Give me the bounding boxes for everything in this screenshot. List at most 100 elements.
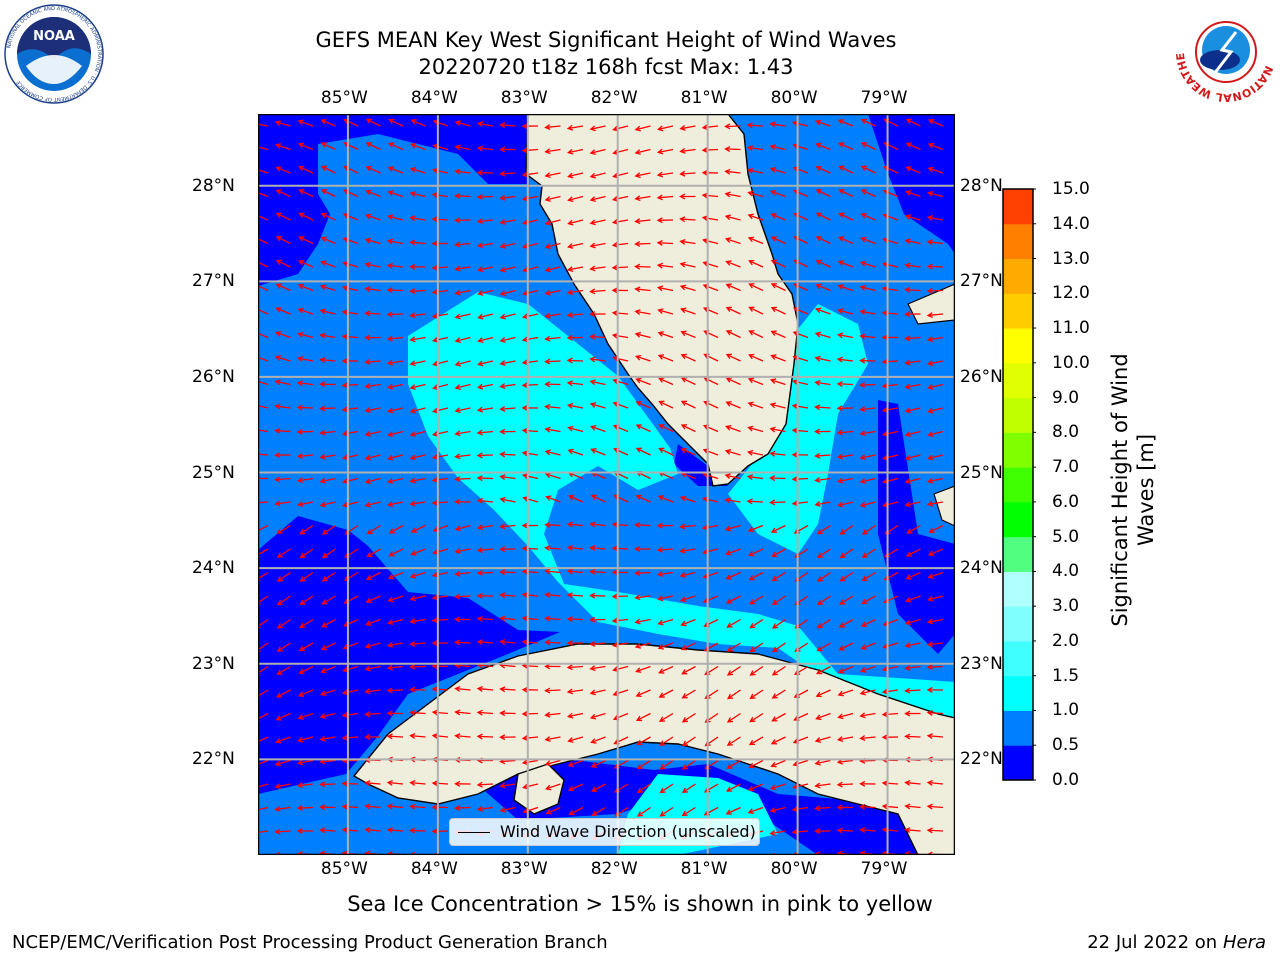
direction-arrowhead	[342, 285, 349, 292]
direction-arrowhead	[522, 219, 529, 226]
direction-arrow	[928, 192, 944, 198]
direction-arrow	[343, 454, 359, 459]
direction-arrow	[568, 427, 584, 433]
direction-arrow	[726, 307, 741, 315]
direction-arrow	[277, 665, 291, 675]
direction-arrowhead	[680, 424, 687, 430]
direction-arrow	[771, 330, 786, 339]
direction-arrow	[770, 477, 786, 480]
direction-arrow	[568, 404, 584, 409]
direction-arrowhead	[634, 149, 641, 155]
direction-arrow	[455, 595, 471, 598]
direction-arrowhead	[432, 430, 439, 437]
direction-arrowhead	[658, 716, 666, 722]
direction-arrowhead	[566, 124, 574, 131]
direction-arrowhead	[589, 665, 596, 672]
direction-arrow	[299, 189, 314, 198]
direction-arrow	[613, 618, 629, 622]
direction-arrowhead	[634, 286, 641, 293]
direction-arrowhead	[364, 711, 371, 718]
direction-arrowhead	[320, 189, 328, 195]
direction-arrowhead	[748, 306, 755, 312]
direction-arrow	[545, 336, 561, 340]
direction-arrow	[433, 454, 449, 459]
direction-arrowhead	[634, 218, 641, 225]
direction-arrowhead	[611, 569, 618, 576]
lon-tick-label-bottom: 82°W	[590, 859, 638, 879]
direction-arrowhead	[544, 403, 551, 410]
direction-arrow	[905, 665, 921, 670]
direction-arrowhead	[319, 713, 326, 719]
direction-arrow	[838, 759, 854, 763]
direction-arrow	[477, 454, 494, 457]
direction-arrowhead	[454, 570, 461, 577]
direction-arrowhead	[409, 454, 416, 461]
direction-arrow	[704, 330, 719, 339]
direction-arrowhead	[770, 259, 777, 265]
direction-arrow	[545, 689, 561, 692]
chart-title: GEFS MEAN Key West Significant Height of…	[315, 28, 897, 52]
direction-arrowhead	[612, 355, 619, 362]
direction-arrowhead	[454, 265, 461, 272]
direction-arrow	[770, 123, 786, 127]
direction-arrow	[365, 454, 381, 460]
direction-arrow	[545, 759, 561, 765]
direction-arrowhead	[275, 331, 282, 337]
colorbar-tick-label: 8.0	[1052, 422, 1080, 443]
direction-arrowhead	[365, 189, 372, 196]
direction-arrow	[928, 618, 944, 623]
direction-arrowhead	[838, 622, 845, 628]
direction-arrow	[839, 165, 854, 174]
direction-arrow	[433, 360, 449, 366]
direction-arrow	[277, 571, 291, 582]
direction-arrowhead	[299, 576, 306, 582]
direction-arrow	[277, 524, 291, 534]
direction-arrowhead	[701, 215, 709, 222]
direction-arrowhead	[657, 595, 664, 602]
direction-arrow	[433, 383, 449, 389]
colorbar-tick-label: 0.0	[1052, 770, 1080, 790]
direction-arrow	[410, 642, 426, 645]
direction-arrowhead	[409, 191, 416, 197]
direction-arrowhead	[656, 171, 664, 178]
direction-arrowhead	[431, 617, 438, 624]
direction-arrowhead	[476, 194, 483, 200]
direction-arrowhead	[927, 166, 934, 173]
direction-arrowhead	[387, 407, 394, 414]
direction-arrow	[545, 617, 561, 621]
direction-arrowhead	[521, 336, 529, 343]
direction-arrowhead	[860, 236, 867, 243]
direction-arrow	[906, 548, 921, 557]
direction-arrowhead	[499, 546, 506, 553]
direction-arrow	[568, 472, 584, 480]
direction-arrow	[793, 736, 809, 744]
direction-arrow	[320, 407, 336, 410]
direction-arrowhead	[791, 500, 798, 507]
direction-arrowhead	[366, 528, 373, 535]
direction-arrow	[682, 689, 696, 699]
direction-arrow	[862, 595, 876, 604]
direction-arrowhead	[681, 693, 688, 699]
direction-arrowhead	[904, 407, 911, 414]
cuba-land	[352, 643, 955, 855]
direction-arrowhead	[477, 313, 484, 320]
direction-arrow	[545, 266, 561, 272]
direction-arrow	[258, 571, 269, 580]
direction-arrowhead	[409, 663, 416, 670]
direction-arrow	[342, 335, 359, 339]
direction-arrow	[523, 759, 539, 764]
direction-arrow	[568, 313, 584, 317]
direction-arrowhead	[839, 599, 846, 605]
direction-arrow	[748, 146, 764, 151]
direction-arrowhead	[567, 761, 574, 768]
direction-arrow	[838, 309, 854, 315]
direction-arrow	[658, 618, 674, 625]
direction-arrowhead	[409, 384, 416, 390]
direction-arrow	[433, 289, 449, 294]
direction-arrowhead	[926, 477, 934, 484]
direction-arrow	[258, 191, 269, 198]
direction-arrow	[771, 524, 786, 533]
direction-arrow	[613, 172, 629, 178]
direction-arrow	[659, 712, 674, 722]
direction-arrow	[927, 265, 944, 268]
